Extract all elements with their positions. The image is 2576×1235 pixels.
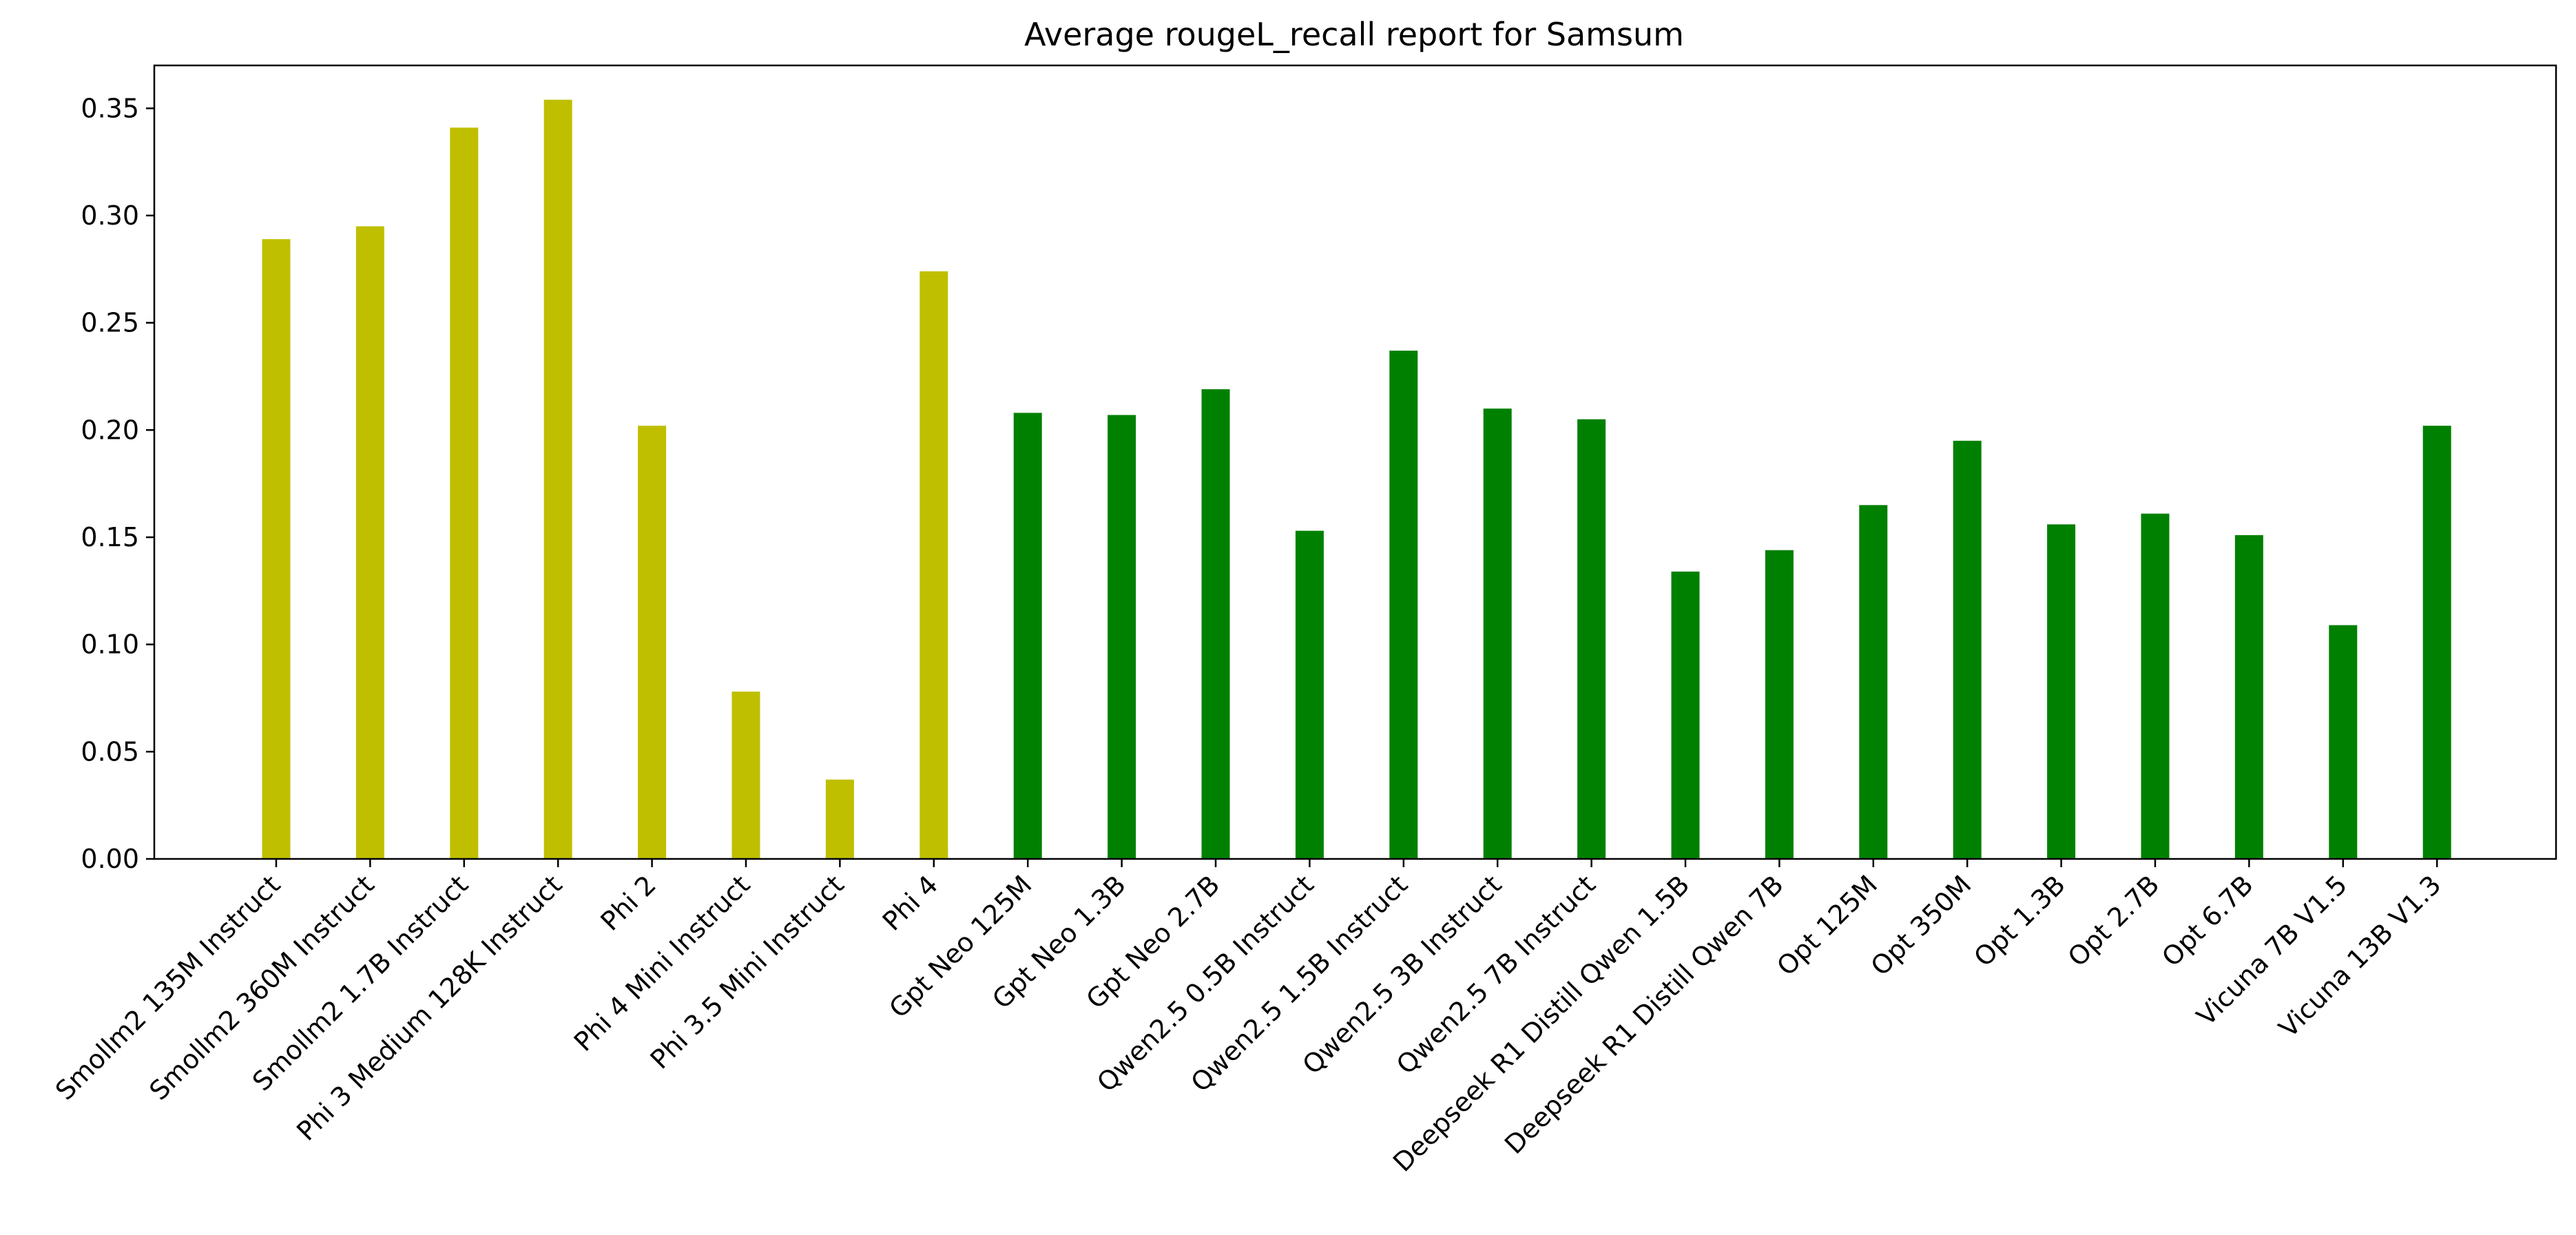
bars-layer (262, 99, 2451, 860)
bar (638, 426, 667, 859)
x-tick-label: Opt 125M (1771, 869, 1883, 982)
bar (731, 692, 760, 859)
bar (1577, 419, 1606, 859)
chart-title: Average rougeL_recall report for Samsum (1024, 16, 1684, 53)
bar (2329, 625, 2358, 859)
bar (450, 127, 479, 859)
y-tick-label: 0.25 (81, 308, 139, 338)
x-tick-label: Phi 2 (595, 869, 662, 936)
bar (262, 239, 291, 859)
y-tick-label: 0.35 (81, 93, 139, 123)
bar (825, 779, 854, 859)
y-tick-label: 0.00 (81, 844, 139, 874)
bar (1483, 408, 1512, 859)
bar (2141, 513, 2170, 859)
bar (355, 226, 384, 859)
y-tick-label: 0.10 (81, 630, 139, 660)
bar (1201, 389, 1230, 859)
x-tick-label: Vicuna 13B V1.3 (2273, 869, 2447, 1043)
bar (1859, 505, 1888, 859)
bar (1953, 440, 1982, 859)
bar (2047, 524, 2076, 859)
bar (1389, 351, 1418, 860)
y-tick-label: 0.20 (81, 415, 139, 445)
bar (2422, 426, 2451, 859)
x-tick-label: Opt 1.3B (1968, 869, 2071, 973)
bar (1671, 571, 1700, 859)
y-tick-label: 0.30 (81, 200, 139, 231)
x-tick-label: Opt 2.7B (2062, 869, 2165, 973)
bar (1108, 415, 1136, 859)
bar (1765, 550, 1794, 859)
x-tick-label: Phi 4 Mini Instruct (568, 869, 756, 1057)
bar (920, 271, 948, 859)
plot-frame (153, 64, 2557, 860)
bar (543, 99, 572, 859)
y-tick-label: 0.15 (81, 522, 139, 552)
y-tick-label: 0.05 (81, 736, 139, 767)
x-tick-label: Phi 4 (877, 869, 944, 936)
x-tick-label: Opt 350M (1865, 869, 1977, 982)
bar (1295, 530, 1324, 859)
y-axis: 0.00 0.05 0.10 0.15 0.20 0.25 0.30 0.35 (81, 93, 154, 874)
x-tick-label: Phi 3.5 Mini Instruct (645, 869, 850, 1075)
bar (1013, 413, 1042, 859)
bar (2234, 535, 2263, 859)
